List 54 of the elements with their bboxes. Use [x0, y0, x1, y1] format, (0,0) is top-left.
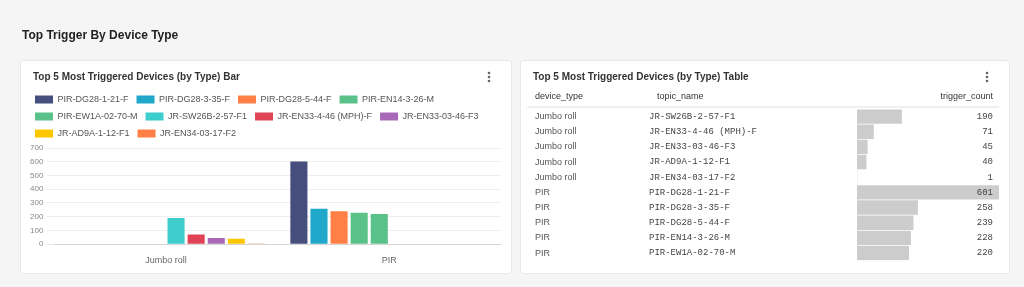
y-tick-label: PIR-EN14-3-26-M	[649, 233, 731, 244]
y-tick-label: 500	[29, 170, 44, 180]
data-label: 601	[976, 187, 993, 198]
text: Jumbo roll	[535, 141, 577, 152]
y-tick-label: 100	[29, 225, 44, 235]
text: Jumbo roll	[535, 126, 577, 137]
y-tick-label: 200	[29, 211, 44, 221]
y-tick-label: JR-EN33-03-46-F3	[649, 142, 736, 153]
text: device_type	[535, 91, 584, 102]
text: Top 5 Most Triggered Devices (by Type) Table	[533, 71, 749, 82]
y-tick-label: JR-EN33-4-46 (MPH)-F	[649, 127, 758, 138]
text: PIR	[535, 186, 551, 197]
legend-label: PIR-EW1A-02-70-M	[57, 110, 138, 121]
legend-label: JR-EN33-4-46 (MPH)-F	[277, 110, 373, 121]
y-tick-label: JR-AD9A-1-12-F1	[649, 157, 731, 168]
legend-label: JR-EN34-03-17-F2	[160, 127, 237, 138]
text: PIR	[535, 202, 551, 213]
text: Top Trigger By Device Type	[22, 28, 179, 42]
legend-label: JR-EN33-03-46-F3	[402, 110, 479, 121]
data-label: 190	[976, 111, 993, 122]
legend-label: PIR-EN14-3-26-M	[362, 93, 435, 104]
y-tick-label: 700	[29, 143, 44, 153]
y-tick-label: PIR-DG28-1-21-F	[649, 187, 731, 198]
text: Jumbo roll	[535, 111, 577, 122]
legend-label: PIR-DG28-3-35-F	[159, 93, 231, 104]
y-tick-label: JR-SW26B-2-57-F1	[649, 111, 736, 122]
legend-label: JR-AD9A-1-12-F1	[57, 127, 130, 138]
data-label: 228	[976, 233, 993, 244]
y-axis-title: topic_name	[657, 91, 704, 102]
y-tick-label: JR-EN34-03-17-F2	[649, 172, 736, 183]
y-tick-label: PIR-DG28-5-44-F	[649, 218, 731, 229]
legend-label: JR-SW26B-2-57-F1	[168, 110, 248, 121]
text: PIR	[535, 232, 551, 243]
y-tick-label: PIR-EW1A-02-70-M	[649, 248, 736, 259]
data-label: 71	[982, 127, 993, 138]
text: PIR	[535, 217, 551, 228]
y-tick-label: 400	[29, 184, 44, 194]
data-label: 1	[987, 172, 993, 183]
text: PIR	[535, 247, 551, 258]
text: Jumbo roll	[535, 171, 577, 182]
legend-label: PIR-DG28-1-21-F	[57, 93, 130, 104]
data-label: 45	[982, 142, 993, 153]
data-label: 220	[976, 248, 993, 259]
x-axis-title: trigger_count	[940, 91, 994, 102]
data-label: 239	[976, 218, 993, 229]
y-tick-label: 0	[38, 239, 44, 249]
data-label: 258	[976, 202, 993, 213]
y-tick-label: 600	[29, 156, 44, 166]
legend-label: PIR-DG28-5-44-F	[260, 93, 333, 104]
text: Jumbo roll	[535, 156, 577, 167]
chart-title: Top 5 Most Triggered Devices (by Type) Bar	[33, 71, 240, 82]
y-tick-label: 300	[29, 198, 44, 208]
y-tick-label: PIR-DG28-3-35-F	[649, 202, 731, 213]
data-label: 40	[982, 157, 993, 168]
